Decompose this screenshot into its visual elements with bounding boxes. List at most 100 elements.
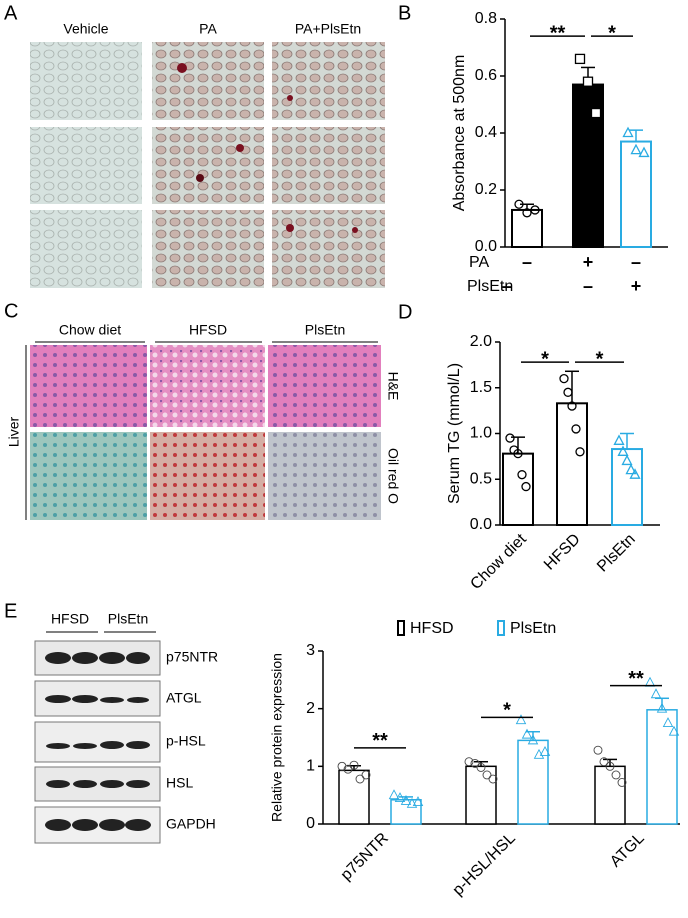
- legend-label: HFSD: [410, 620, 454, 637]
- data-point: [599, 757, 609, 767]
- data-point: [514, 199, 524, 209]
- y-tick-label: 0.5: [470, 470, 492, 487]
- y-tick-label: 0: [306, 815, 315, 832]
- data-point: [464, 757, 474, 767]
- tissue-label: Liver: [6, 416, 22, 447]
- data-point: [355, 774, 365, 784]
- data-point: [617, 445, 629, 456]
- data-point: [668, 725, 680, 736]
- y-tick-label: 1.0: [470, 425, 492, 442]
- y-tick-label: 2.0: [470, 333, 492, 350]
- data-point: [394, 792, 406, 802]
- row-sign: –: [583, 276, 593, 296]
- row-sign: +: [631, 276, 642, 296]
- data-point: [406, 797, 418, 808]
- data-point: [593, 745, 603, 755]
- panel-letter: B: [398, 2, 411, 24]
- blots: [34, 640, 161, 844]
- y-tick-label: 0.4: [475, 124, 497, 141]
- data-point: [563, 387, 573, 397]
- data-point: [349, 760, 359, 770]
- data-point: [559, 373, 569, 384]
- row-sign: –: [522, 252, 532, 272]
- bar: [620, 140, 652, 248]
- data-point: [488, 774, 498, 784]
- data-point: [522, 208, 532, 218]
- data-point: [517, 470, 527, 480]
- data-point: [412, 796, 424, 807]
- panel-letter: E: [4, 600, 17, 622]
- data-point: [629, 468, 641, 479]
- data-point: [574, 53, 586, 65]
- data-point: [567, 401, 577, 411]
- y-axis-label: Relative protein expression: [269, 653, 285, 822]
- significance-label: *: [596, 348, 604, 370]
- data-point: [539, 745, 551, 756]
- significance-label: **: [628, 668, 644, 690]
- data-point: [617, 778, 627, 787]
- data-point: [515, 714, 527, 725]
- blot-label: p75NTR: [166, 649, 218, 665]
- data-point: [582, 76, 594, 87]
- row-sign: –: [631, 252, 641, 272]
- column-header: Vehicle: [63, 21, 108, 37]
- bar: [646, 709, 678, 825]
- blot-label: ATGL: [166, 690, 202, 706]
- y-tick-label: 0.0: [475, 238, 497, 255]
- x-tick-label: p-HSL/HSL: [450, 830, 519, 899]
- x-tick-label: Chow diet: [467, 530, 530, 593]
- data-point: [625, 463, 637, 475]
- panel-letter: A: [4, 2, 18, 24]
- significance-label: *: [541, 348, 549, 370]
- blot-label: GAPDH: [166, 816, 216, 832]
- y-tick-label: 0.2: [475, 181, 497, 198]
- bar: [511, 208, 543, 248]
- significance-label: **: [550, 22, 566, 44]
- y-tick-label: 0.8: [475, 10, 497, 27]
- legend-swatch: [497, 620, 505, 636]
- y-tick-label: 2: [306, 700, 315, 717]
- blot-label: HSL: [166, 775, 193, 791]
- data-point: [656, 702, 668, 713]
- data-point: [662, 717, 674, 728]
- data-point: [400, 794, 412, 805]
- stain-label: Oil red O: [385, 448, 401, 504]
- data-point: [361, 770, 371, 780]
- y-axis-label: Serum TG (mmol/L): [446, 363, 463, 504]
- panel-letter: D: [398, 301, 412, 323]
- data-point: [590, 107, 602, 119]
- micrographs-c: [30, 345, 381, 520]
- column-header: PA+PlsEtn: [295, 21, 361, 37]
- data-point: [630, 143, 642, 155]
- row-label: PlsEtn: [467, 278, 513, 295]
- x-tick-label: ATGL: [607, 830, 648, 871]
- data-point: [388, 789, 400, 800]
- blot-label: p-HSL: [166, 733, 206, 749]
- y-tick-label: 1: [306, 758, 315, 775]
- column-header: Chow diet: [59, 322, 121, 338]
- data-point: [337, 761, 347, 771]
- data-point: [521, 481, 531, 492]
- data-point: [613, 434, 625, 445]
- group-header: PlsEtn: [108, 611, 148, 627]
- data-point: [530, 205, 540, 215]
- y-axis-label: Absorbance at 500nm: [451, 55, 468, 212]
- data-point: [505, 433, 515, 443]
- row-sign: –: [502, 276, 512, 296]
- column-header: HFSD: [189, 322, 227, 338]
- x-tick-label: PlsEtn: [594, 531, 639, 576]
- data-point: [476, 763, 486, 772]
- data-point: [513, 448, 523, 459]
- panel-letter: C: [4, 300, 18, 322]
- data-point: [650, 688, 662, 699]
- data-point: [343, 764, 353, 774]
- stain-label: H&E: [385, 372, 401, 401]
- bar: [390, 799, 422, 825]
- header-rules: [25, 341, 378, 520]
- data-point: [575, 447, 585, 457]
- group-header: HFSD: [51, 611, 89, 627]
- bar: [611, 448, 643, 526]
- y-tick-label: 0.0: [470, 516, 492, 533]
- row-sign: +: [583, 252, 594, 272]
